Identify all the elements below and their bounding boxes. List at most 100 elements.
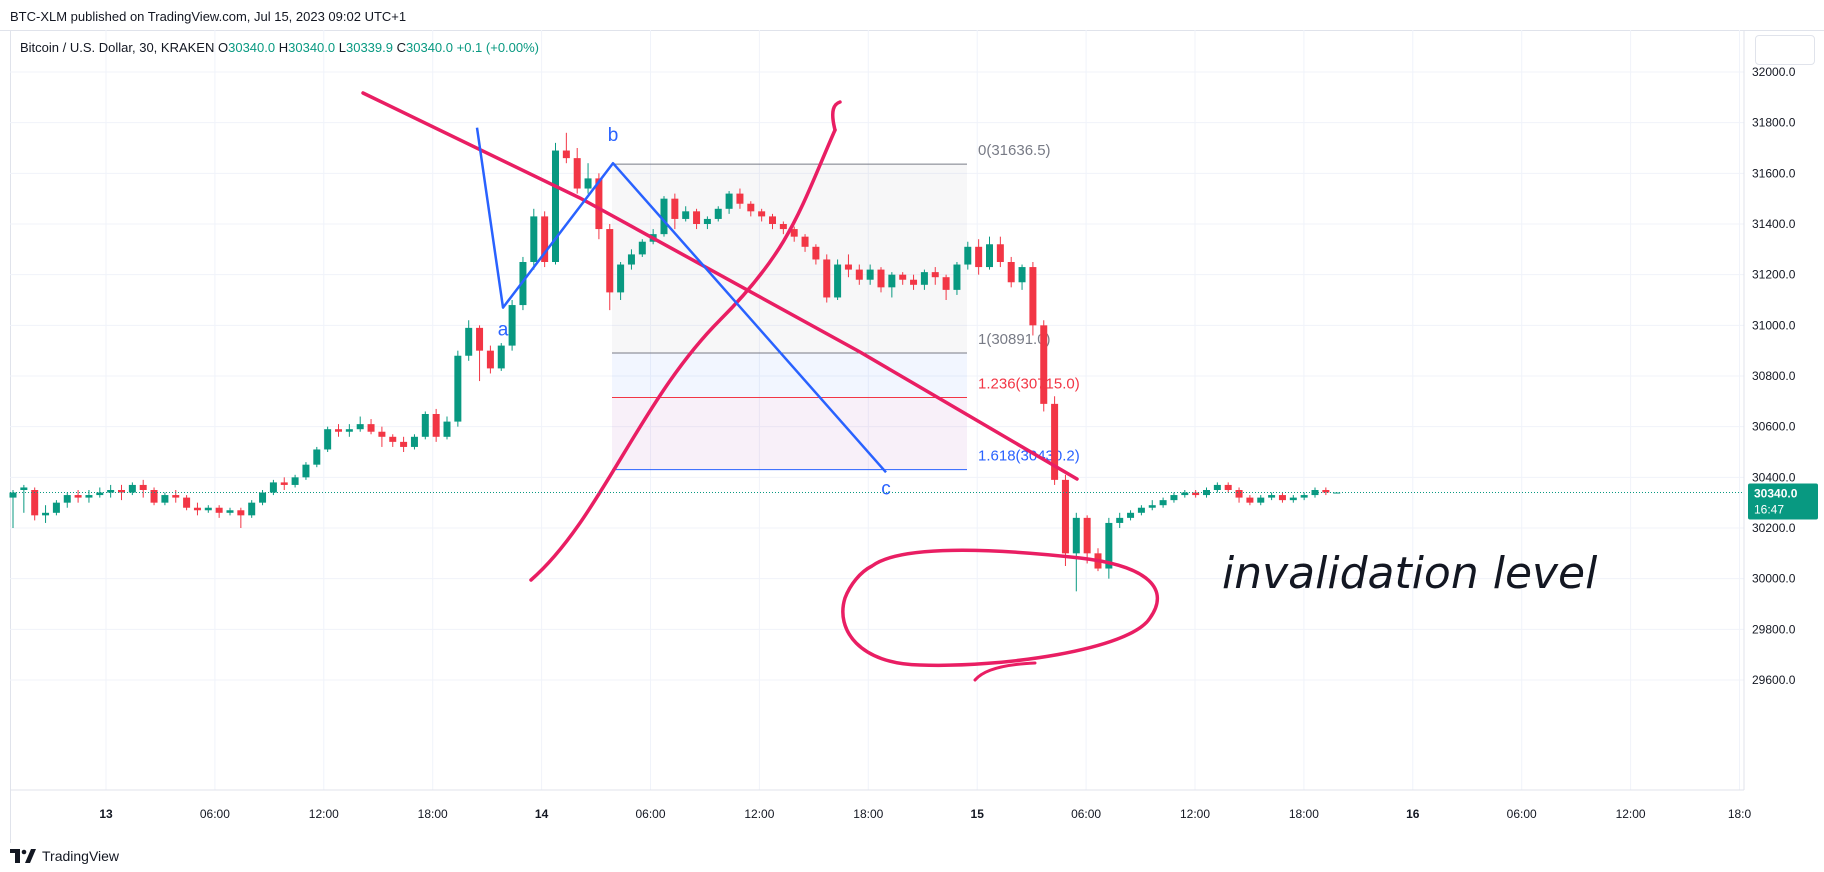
tradingview-brand[interactable]: TradingView: [10, 848, 119, 864]
invalidation-level-annotation: invalidation level: [1222, 548, 1598, 599]
candle-body: [682, 211, 690, 219]
candle-body: [866, 269, 874, 280]
candle: [541, 211, 549, 268]
candle-body: [1148, 505, 1156, 508]
candle: [1159, 497, 1167, 508]
curved-arc-tail: [831, 100, 842, 132]
candle-body: [508, 305, 516, 346]
time-tick-label: 18:0: [1728, 807, 1752, 821]
bar-countdown-label: 16:47: [1754, 503, 1784, 517]
candle: [888, 272, 896, 298]
candle: [562, 132, 570, 164]
candle: [953, 262, 961, 295]
candle-body: [85, 495, 93, 498]
candle-body: [714, 208, 722, 219]
last-price-label: 30340.0: [1754, 487, 1798, 501]
price-tick-label: 31000.0: [1752, 318, 1796, 332]
candle-body: [747, 203, 755, 212]
candle-body: [324, 429, 332, 450]
candle-body: [1051, 403, 1059, 480]
time-tick-label: 12:00: [309, 807, 339, 821]
abc-wave-line: [475, 127, 887, 474]
legend-low-value: 30339.9: [345, 40, 393, 55]
candle: [920, 269, 928, 290]
grid-lines: [10, 30, 1744, 790]
price-tick-label: 29600.0: [1752, 673, 1796, 687]
candle-body: [172, 495, 180, 498]
last-price-badge: [1748, 483, 1818, 520]
candle-body: [942, 277, 950, 290]
candle-body: [118, 490, 125, 493]
candle: [356, 416, 364, 432]
candle-body: [63, 495, 71, 503]
candle-body: [42, 512, 50, 516]
candle-body: [128, 484, 136, 493]
candle: [855, 264, 863, 285]
candle: [161, 492, 169, 506]
candle-body: [1289, 497, 1297, 501]
candle-body: [1072, 517, 1080, 554]
candle: [1300, 492, 1308, 501]
candle-body: [703, 218, 711, 224]
candle: [128, 482, 136, 496]
candle-body: [52, 502, 60, 513]
candle: [1246, 495, 1254, 506]
chart-settings-box[interactable]: [1755, 35, 1815, 65]
price-axis: 32000.0 31800.0 31600.0 31400.0 31200.0 31000…: [10, 30, 1818, 790]
candle: [1083, 515, 1091, 564]
candle-body: [986, 244, 993, 268]
time-tick-label: 18:00: [1289, 807, 1319, 821]
fib-zone-1-1236: [612, 352, 967, 398]
candle-body: [1235, 490, 1243, 498]
candle-body: [541, 216, 549, 262]
candle-body: [443, 421, 451, 437]
candle-body: [996, 244, 1004, 262]
time-tick-label: 14: [535, 807, 549, 821]
candle: [899, 272, 907, 285]
candle-body: [899, 274, 907, 280]
chart-frame[interactable]: [10, 30, 1824, 844]
candle-body: [107, 490, 115, 493]
candle-body: [486, 350, 494, 369]
candle: [964, 241, 972, 270]
candle: [410, 434, 418, 450]
candle: [96, 487, 104, 498]
candle: [378, 426, 386, 447]
time-tick-label: 18:00: [853, 807, 883, 821]
price-tick-label: 31400.0: [1752, 217, 1796, 231]
fibonacci-extension: 0(31636.5)1(30891.0)1.236(30715.0)1.618(…: [612, 142, 1080, 471]
time-tick-label: 06:00: [200, 807, 230, 821]
candle-body: [584, 178, 592, 189]
time-tick-label: 13: [99, 807, 113, 821]
candle-body: [790, 229, 798, 237]
candle-body: [400, 441, 408, 447]
candle: [736, 188, 744, 209]
candle-body: [237, 510, 245, 516]
descending-trendline: [361, 91, 1079, 481]
candle: [769, 213, 776, 230]
candle: [942, 274, 950, 300]
candle-body: [638, 241, 646, 255]
candle: [63, 492, 71, 508]
candle-body: [96, 492, 104, 496]
time-axis: 13 06:00 12:00 18:00 14 06:00 12:00 18:00 15 06:0…: [10, 789, 1752, 821]
candle: [1257, 495, 1265, 506]
candle-body: [1278, 495, 1286, 501]
candle-body: [139, 484, 147, 490]
candle-body: [975, 246, 983, 268]
candle: [552, 142, 559, 265]
time-tick-label: 15: [971, 807, 985, 821]
candle-body: [1268, 495, 1276, 498]
candle: [703, 216, 711, 230]
candle-body: [291, 477, 299, 485]
fib-zone-0-1: [612, 164, 967, 353]
candle: [324, 426, 332, 452]
fib-level-label: 1(30891.0): [978, 331, 1051, 348]
price-tick-label: 31200.0: [1752, 268, 1796, 282]
candle-body: [31, 490, 39, 516]
candle: [85, 490, 93, 503]
candle-body: [964, 246, 972, 265]
fib-level-label: 0(31636.5): [978, 142, 1051, 159]
candle-body: [1029, 267, 1037, 326]
